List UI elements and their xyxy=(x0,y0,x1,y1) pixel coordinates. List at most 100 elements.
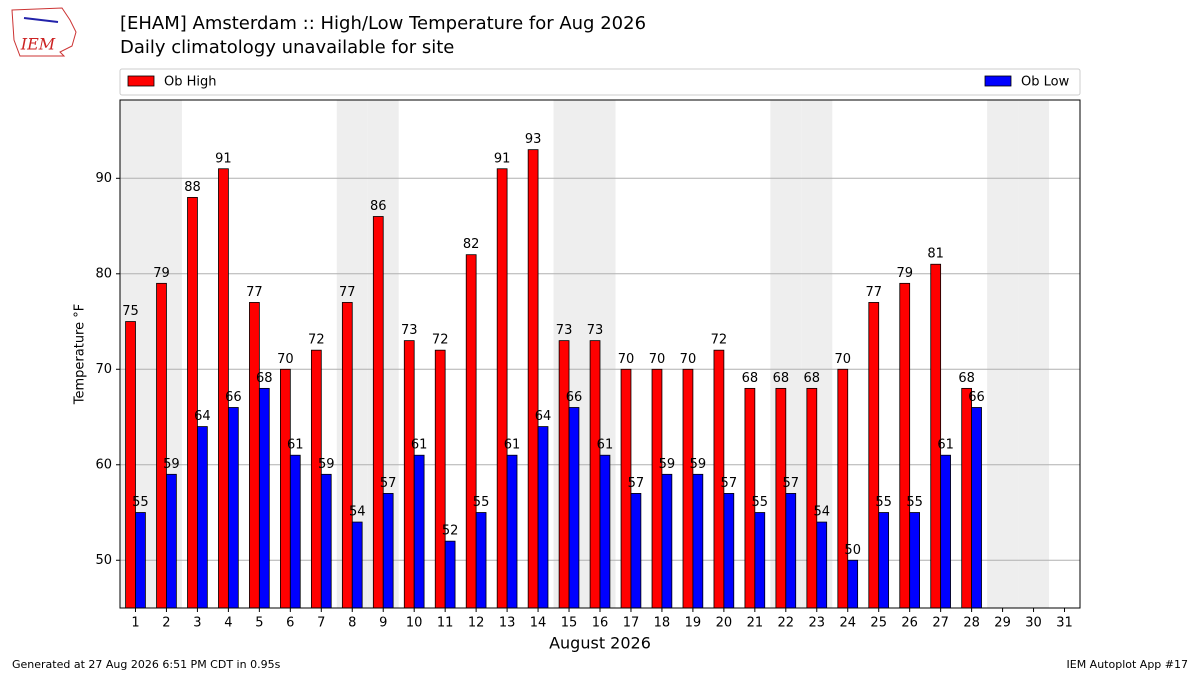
y-tick-label: 50 xyxy=(95,553,112,568)
legend-label: Ob High xyxy=(164,75,217,90)
data-label: 88 xyxy=(184,180,201,195)
bar xyxy=(837,368,849,609)
legend-label: Ob Low xyxy=(1021,75,1070,90)
bar xyxy=(249,302,260,609)
x-tick-label: 27 xyxy=(932,616,949,631)
bar xyxy=(527,149,539,609)
data-label: 79 xyxy=(896,266,913,281)
chart-subtitle: Daily climatology unavailable for site xyxy=(120,37,454,58)
bar xyxy=(465,254,477,609)
data-label: 73 xyxy=(587,323,604,338)
logo: IEM xyxy=(11,7,77,57)
bar xyxy=(940,454,951,609)
x-axis-label: August 2026 xyxy=(549,634,651,653)
legend-swatch xyxy=(984,75,1012,87)
x-tick-label: 7 xyxy=(317,616,325,631)
shaded-day xyxy=(1018,100,1050,608)
x-tick-label: 3 xyxy=(193,616,201,631)
x-tick-label: 19 xyxy=(685,616,702,631)
x-tick-label: 17 xyxy=(623,616,640,631)
data-label: 77 xyxy=(246,285,263,300)
x-tick-label: 22 xyxy=(778,616,795,631)
data-label: 55 xyxy=(875,495,892,510)
data-label: 70 xyxy=(649,352,666,367)
data-label: 61 xyxy=(287,438,304,453)
bar xyxy=(806,387,818,609)
data-label: 72 xyxy=(432,333,449,348)
bar xyxy=(382,493,394,609)
data-label: 82 xyxy=(463,237,480,252)
bar xyxy=(930,263,942,609)
x-tick-label: 12 xyxy=(468,616,485,631)
y-tick-label: 60 xyxy=(95,457,112,472)
x-tick-label: 21 xyxy=(747,616,764,631)
logo-text: IEM xyxy=(20,35,56,54)
logo-line xyxy=(23,17,59,23)
footer-right: IEM Autoplot App #17 xyxy=(1067,658,1189,671)
data-label: 72 xyxy=(711,333,728,348)
data-label: 91 xyxy=(494,151,511,166)
data-label: 57 xyxy=(721,476,738,491)
data-label: 81 xyxy=(927,247,944,262)
data-label: 70 xyxy=(277,352,294,367)
bar xyxy=(692,473,704,609)
bar xyxy=(258,387,270,609)
data-label: 93 xyxy=(525,132,542,147)
data-label: 57 xyxy=(628,476,645,491)
data-label: 61 xyxy=(411,438,428,453)
x-tick-label: 2 xyxy=(162,616,170,631)
bar xyxy=(682,368,694,609)
bar xyxy=(961,387,973,609)
x-tick-label: 20 xyxy=(716,616,733,631)
data-label: 68 xyxy=(742,371,759,386)
y-tick-label: 70 xyxy=(95,362,112,377)
bar xyxy=(403,340,415,609)
data-label: 59 xyxy=(659,457,676,472)
data-label: 86 xyxy=(370,199,387,214)
data-label: 77 xyxy=(339,285,356,300)
x-tick-label: 4 xyxy=(224,616,232,631)
data-label: 72 xyxy=(308,333,325,348)
bar xyxy=(630,493,642,609)
data-label: 68 xyxy=(958,371,975,386)
bar xyxy=(878,512,890,609)
data-label: 66 xyxy=(225,390,242,405)
bar xyxy=(506,454,518,609)
x-tick-label: 29 xyxy=(994,616,1011,631)
bar xyxy=(568,407,580,609)
bar xyxy=(372,216,384,609)
x-tick-label: 11 xyxy=(437,616,454,631)
bar xyxy=(723,493,735,609)
bar xyxy=(599,454,611,609)
data-label: 55 xyxy=(906,495,923,510)
data-label: 64 xyxy=(535,409,552,424)
x-tick-label: 31 xyxy=(1056,616,1073,631)
x-tick-label: 1 xyxy=(131,616,139,631)
data-label: 61 xyxy=(937,438,954,453)
bar xyxy=(289,454,301,609)
bar xyxy=(135,512,146,609)
data-label: 61 xyxy=(504,438,521,453)
data-label: 55 xyxy=(473,495,490,510)
bar xyxy=(197,426,208,609)
x-tick-label: 6 xyxy=(286,616,294,631)
bar xyxy=(351,521,363,609)
data-label: 57 xyxy=(380,476,397,491)
bar xyxy=(661,473,673,609)
data-label: 66 xyxy=(566,390,583,405)
data-label: 57 xyxy=(782,476,799,491)
bar xyxy=(444,540,456,609)
bar xyxy=(475,512,487,609)
x-tick-label: 16 xyxy=(592,616,609,631)
bar xyxy=(280,368,291,609)
bar xyxy=(868,302,880,609)
data-label: 55 xyxy=(752,495,769,510)
x-tick-label: 18 xyxy=(654,616,671,631)
data-label: 50 xyxy=(844,543,861,558)
x-tick-label: 24 xyxy=(839,616,856,631)
bar xyxy=(125,321,136,609)
data-label: 77 xyxy=(865,285,882,300)
legend-box xyxy=(119,68,1081,96)
x-tick-label: 15 xyxy=(561,616,578,631)
